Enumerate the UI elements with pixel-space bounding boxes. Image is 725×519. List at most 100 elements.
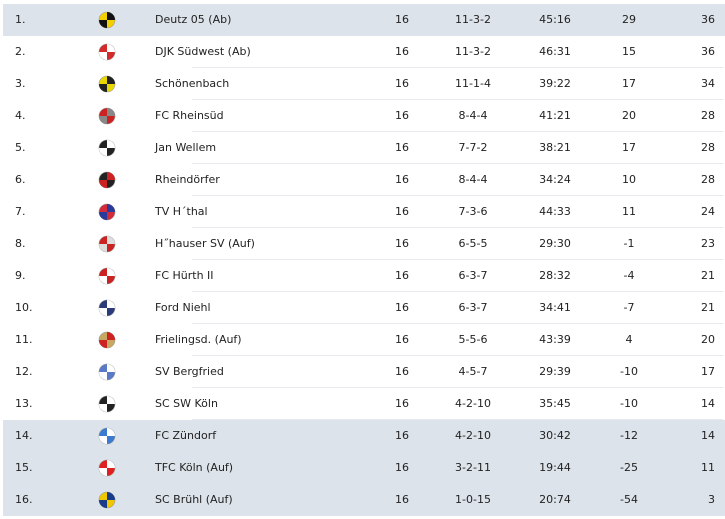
table-row[interactable]: 9. FC Hürth II 16 6-3-7 28:32 -4 21 <box>3 260 725 292</box>
table-row[interactable]: 3. Schönenbach 16 11-1-4 39:22 17 34 <box>3 68 725 100</box>
goals: 41:21 <box>539 109 571 122</box>
team-name[interactable]: Ford Niehl <box>155 301 211 314</box>
team-name[interactable]: H˝hauser SV (Auf) <box>155 237 255 250</box>
frielingsdorf-crest-icon <box>96 331 118 349</box>
goals: 44:33 <box>539 205 571 218</box>
points: 28 <box>701 141 715 154</box>
points: 24 <box>701 205 715 218</box>
rank-cell: 15. <box>15 461 33 474</box>
games-played: 16 <box>395 365 409 378</box>
goal-difference: 17 <box>622 77 636 90</box>
bergfried-crest-icon <box>96 363 118 381</box>
win-draw-loss: 11-3-2 <box>455 13 491 26</box>
table-row[interactable]: 5. Jan Wellem 16 7-7-2 38:21 17 28 <box>3 132 725 164</box>
rank-cell: 8. <box>15 237 26 250</box>
goal-difference: 29 <box>622 13 636 26</box>
table-row[interactable]: 10. Ford Niehl 16 6-3-7 34:41 -7 21 <box>3 292 725 324</box>
goals: 19:44 <box>539 461 571 474</box>
rank-cell: 3. <box>15 77 26 90</box>
rank-cell: 11. <box>15 333 33 346</box>
rank-cell: 6. <box>15 173 26 186</box>
games-played: 16 <box>395 301 409 314</box>
goals: 29:30 <box>539 237 571 250</box>
goal-difference: -54 <box>620 493 638 506</box>
team-name[interactable]: FC Rheinsüd <box>155 109 224 122</box>
team-name[interactable]: SV Bergfried <box>155 365 224 378</box>
rank-cell: 4. <box>15 109 26 122</box>
goal-difference: 15 <box>622 45 636 58</box>
team-name[interactable]: Jan Wellem <box>155 141 217 154</box>
table-row[interactable]: 4. FC Rheinsüd 16 8-4-4 41:21 20 28 <box>3 100 725 132</box>
team-name[interactable]: TFC Köln (Auf) <box>155 461 234 474</box>
win-draw-loss: 8-4-4 <box>458 109 488 122</box>
win-draw-loss: 4-2-10 <box>455 397 491 410</box>
games-played: 16 <box>395 237 409 250</box>
win-draw-loss: 7-3-6 <box>458 205 488 218</box>
rheinsued-logo-icon <box>96 107 118 125</box>
games-played: 16 <box>395 45 409 58</box>
team-name[interactable]: FC Zündorf <box>155 429 217 442</box>
team-name[interactable]: TV H´thal <box>155 205 208 218</box>
zuendorf-crest-icon <box>96 427 118 445</box>
points: 21 <box>701 301 715 314</box>
team-name[interactable]: Frielingsd. (Auf) <box>155 333 242 346</box>
table-row[interactable]: 13. SC SW Köln 16 4-2-10 35:45 -10 14 <box>3 388 725 420</box>
goal-difference: -12 <box>620 429 638 442</box>
win-draw-loss: 5-5-6 <box>458 333 488 346</box>
points: 20 <box>701 333 715 346</box>
goals: 30:42 <box>539 429 571 442</box>
goals: 38:21 <box>539 141 571 154</box>
team-name[interactable]: Schönenbach <box>155 77 230 90</box>
games-played: 16 <box>395 333 409 346</box>
djk-suedwest-logo-icon <box>96 43 118 61</box>
table-row[interactable]: 7. TV H´thal 16 7-3-6 44:33 11 24 <box>3 196 725 228</box>
points: 14 <box>701 429 715 442</box>
tfc-koeln-crest-icon <box>96 459 118 477</box>
goals: 35:45 <box>539 397 571 410</box>
table-row[interactable]: 8. H˝hauser SV (Auf) 16 6-5-5 29:30 -1 23 <box>3 228 725 260</box>
points: 17 <box>701 365 715 378</box>
points: 36 <box>701 13 715 26</box>
points: 34 <box>701 77 715 90</box>
points: 21 <box>701 269 715 282</box>
win-draw-loss: 4-2-10 <box>455 429 491 442</box>
goal-difference: -7 <box>623 301 635 314</box>
games-played: 16 <box>395 269 409 282</box>
goals: 20:74 <box>539 493 571 506</box>
team-name[interactable]: SC SW Köln <box>155 397 218 410</box>
win-draw-loss: 8-4-4 <box>458 173 488 186</box>
games-played: 16 <box>395 397 409 410</box>
goal-difference: 20 <box>622 109 636 122</box>
rank-cell: 10. <box>15 301 33 314</box>
goal-difference: 17 <box>622 141 636 154</box>
table-row[interactable]: 16. SC Brühl (Auf) 16 1-0-15 20:74 -54 3 <box>3 484 725 516</box>
team-name[interactable]: Deutz 05 (Ab) <box>155 13 232 26</box>
table-row[interactable]: 15. TFC Köln (Auf) 16 3-2-11 19:44 -25 11 <box>3 452 725 484</box>
rank-cell: 16. <box>15 493 33 506</box>
table-row[interactable]: 6. Rheindörfer 16 8-4-4 34:24 10 28 <box>3 164 725 196</box>
games-played: 16 <box>395 109 409 122</box>
table-row[interactable]: 1. Deutz 05 (Ab) 16 11-3-2 45:16 29 36 <box>3 4 725 36</box>
team-name[interactable]: DJK Südwest (Ab) <box>155 45 251 58</box>
schoenenbach-crest-icon <box>96 75 118 93</box>
win-draw-loss: 4-5-7 <box>458 365 488 378</box>
sc-sw-koeln-crest-icon <box>96 395 118 413</box>
team-name[interactable]: FC Hürth II <box>155 269 214 282</box>
goals: 29:39 <box>539 365 571 378</box>
table-row[interactable]: 2. DJK Südwest (Ab) 16 11-3-2 46:31 15 36 <box>3 36 725 68</box>
win-draw-loss: 6-3-7 <box>458 301 488 314</box>
table-row[interactable]: 11. Frielingsd. (Auf) 16 5-5-6 43:39 4 20 <box>3 324 725 356</box>
table-row[interactable]: 14. FC Zündorf 16 4-2-10 30:42 -12 14 <box>3 420 725 452</box>
team-name[interactable]: Rheindörfer <box>155 173 220 186</box>
table-row[interactable]: 12. SV Bergfried 16 4-5-7 29:39 -10 17 <box>3 356 725 388</box>
goals: 43:39 <box>539 333 571 346</box>
points: 28 <box>701 173 715 186</box>
rank-cell: 14. <box>15 429 33 442</box>
points: 28 <box>701 109 715 122</box>
team-name[interactable]: SC Brühl (Auf) <box>155 493 233 506</box>
win-draw-loss: 11-3-2 <box>455 45 491 58</box>
goal-difference: 10 <box>622 173 636 186</box>
rank-cell: 5. <box>15 141 26 154</box>
rank-cell: 9. <box>15 269 26 282</box>
tv-hthal-crest-icon <box>96 203 118 221</box>
